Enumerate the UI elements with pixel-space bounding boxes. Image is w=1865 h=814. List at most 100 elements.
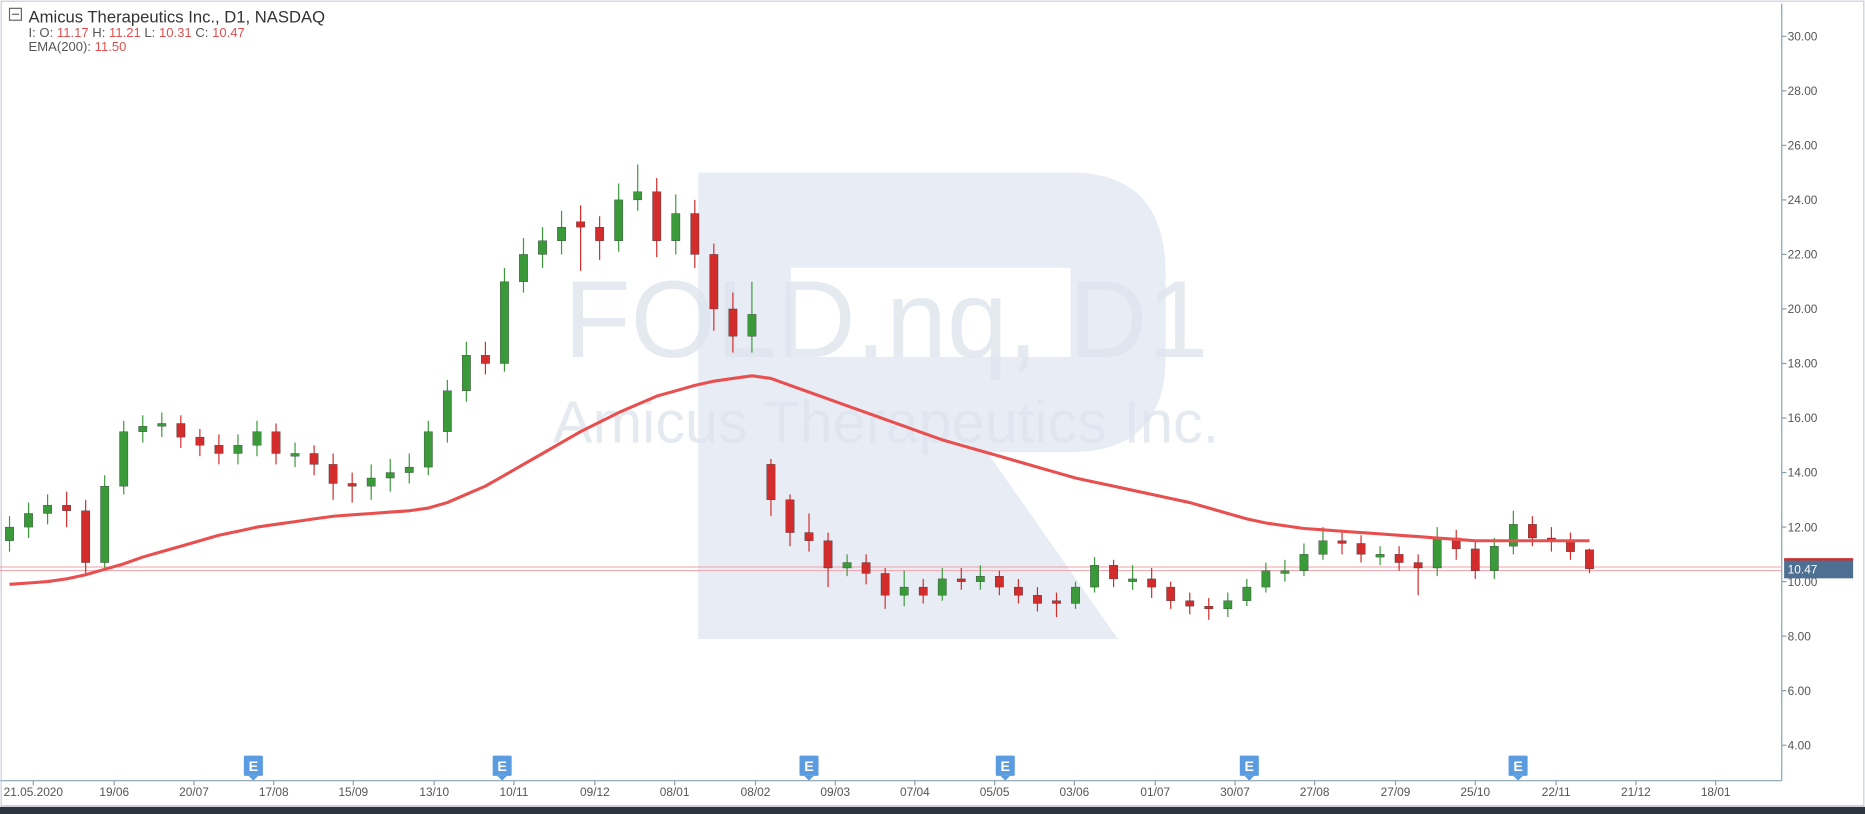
candle-body [1318, 540, 1328, 555]
candle-body [1489, 546, 1499, 571]
y-tick-label: 28.00 [1788, 84, 1818, 98]
x-tick-label: 21.05.2020 [4, 785, 64, 799]
candle-body [823, 540, 833, 569]
candle-body [937, 578, 947, 596]
x-tick-label: 25/10 [1460, 785, 1490, 799]
x-tick-label: 01/07 [1140, 785, 1170, 799]
candle-body [728, 308, 738, 337]
candle-body [995, 575, 1004, 588]
y-tick-label: 26.00 [1788, 139, 1818, 153]
candle-body [214, 445, 224, 454]
candle-body [43, 505, 52, 514]
label: H: [92, 25, 105, 40]
x-tick-label: 17/08 [259, 785, 289, 799]
candle-body [709, 254, 719, 310]
y-tick-label: 8.00 [1788, 629, 1812, 643]
candle-body [1280, 570, 1290, 574]
y-tick-label: 24.00 [1788, 193, 1818, 207]
event-marker [1508, 755, 1528, 776]
candle-body [1223, 600, 1233, 610]
x-tick-label: 30/07 [1220, 785, 1250, 799]
timeframe: D1, [224, 8, 250, 27]
logo [698, 172, 1166, 640]
candle-body [1204, 605, 1214, 610]
ema-line [9, 374, 1590, 586]
watermark-symbol: FOLD.nq, D1 [564, 259, 1209, 381]
candle-body [309, 453, 319, 465]
candle-body [899, 586, 909, 596]
candle-body [1470, 548, 1480, 571]
candle-body [1394, 554, 1404, 563]
candle-body [1071, 586, 1080, 604]
exchange: NASDAQ [255, 8, 325, 27]
y-tick-label: 22.00 [1788, 248, 1818, 262]
x-tick-label: 22/11 [1542, 785, 1571, 799]
label: C: [195, 25, 208, 40]
x-tick-label: 27/08 [1300, 785, 1330, 799]
candle-body [652, 191, 662, 241]
candle-body [842, 562, 852, 569]
candle-body [404, 466, 414, 473]
candle-body [328, 464, 338, 484]
candle-body [1090, 565, 1099, 588]
value: 11.50 [95, 39, 127, 54]
event-marker [1239, 755, 1259, 776]
x-tick-label: 20/07 [179, 785, 209, 799]
x-tick-label: 08/01 [660, 785, 690, 799]
candle-body [500, 281, 509, 364]
y-tick-label: 6.00 [1788, 684, 1812, 698]
x-tick-label: 18/01 [1701, 785, 1731, 799]
candle-body [347, 483, 357, 487]
event-pointer [1000, 775, 1011, 781]
candle-body [481, 355, 490, 364]
x-tick-label: 10/11 [500, 785, 529, 799]
event-label: E [249, 759, 259, 775]
label: L: [144, 25, 155, 40]
candle-body [1356, 543, 1366, 555]
title: Amicus Therapeutics Inc., [29, 8, 220, 27]
event-pointer [248, 775, 259, 781]
candle-body [385, 472, 395, 479]
candle-body [861, 562, 871, 574]
candle-body [442, 390, 452, 432]
candle-body [81, 510, 91, 563]
candle-body [766, 464, 776, 501]
event-marker [492, 755, 512, 776]
event-pointer [497, 775, 507, 781]
candle-body [176, 423, 186, 438]
header-title: Amicus Therapeutics Inc., D1, NASDAQ [29, 8, 326, 27]
candle-body [119, 431, 129, 487]
candle-body [1166, 586, 1176, 601]
candle-body [1566, 540, 1575, 552]
bottom-bar [0, 806, 1865, 814]
event-marker [243, 755, 263, 776]
candle-body [1033, 595, 1042, 604]
x-tick-label: 13/10 [419, 785, 449, 799]
candle-body [880, 573, 890, 596]
candle-body [366, 477, 376, 487]
candle-body [195, 436, 205, 446]
event-pointer [1513, 775, 1523, 781]
candle-body [1585, 549, 1594, 569]
y-tick-label: 20.00 [1788, 302, 1818, 316]
candle-body [1147, 578, 1157, 588]
candle-body [252, 431, 262, 446]
event-marker [995, 755, 1015, 776]
event-label: E [1001, 759, 1011, 775]
candle-body [5, 526, 14, 541]
candle-body [1528, 524, 1537, 539]
price-badge [1784, 559, 1854, 579]
x-tick-label: 08/02 [741, 785, 771, 799]
candle-body [1261, 570, 1271, 588]
candle-body [1508, 524, 1518, 547]
y-tick-label: 18.00 [1788, 357, 1818, 371]
candle-body [538, 240, 547, 255]
y-tick-label: 12.00 [1788, 520, 1818, 534]
candle-body [633, 191, 643, 201]
event-label: E [497, 759, 507, 775]
event-marker [799, 755, 819, 776]
x-tick-label: 07/04 [900, 785, 930, 799]
